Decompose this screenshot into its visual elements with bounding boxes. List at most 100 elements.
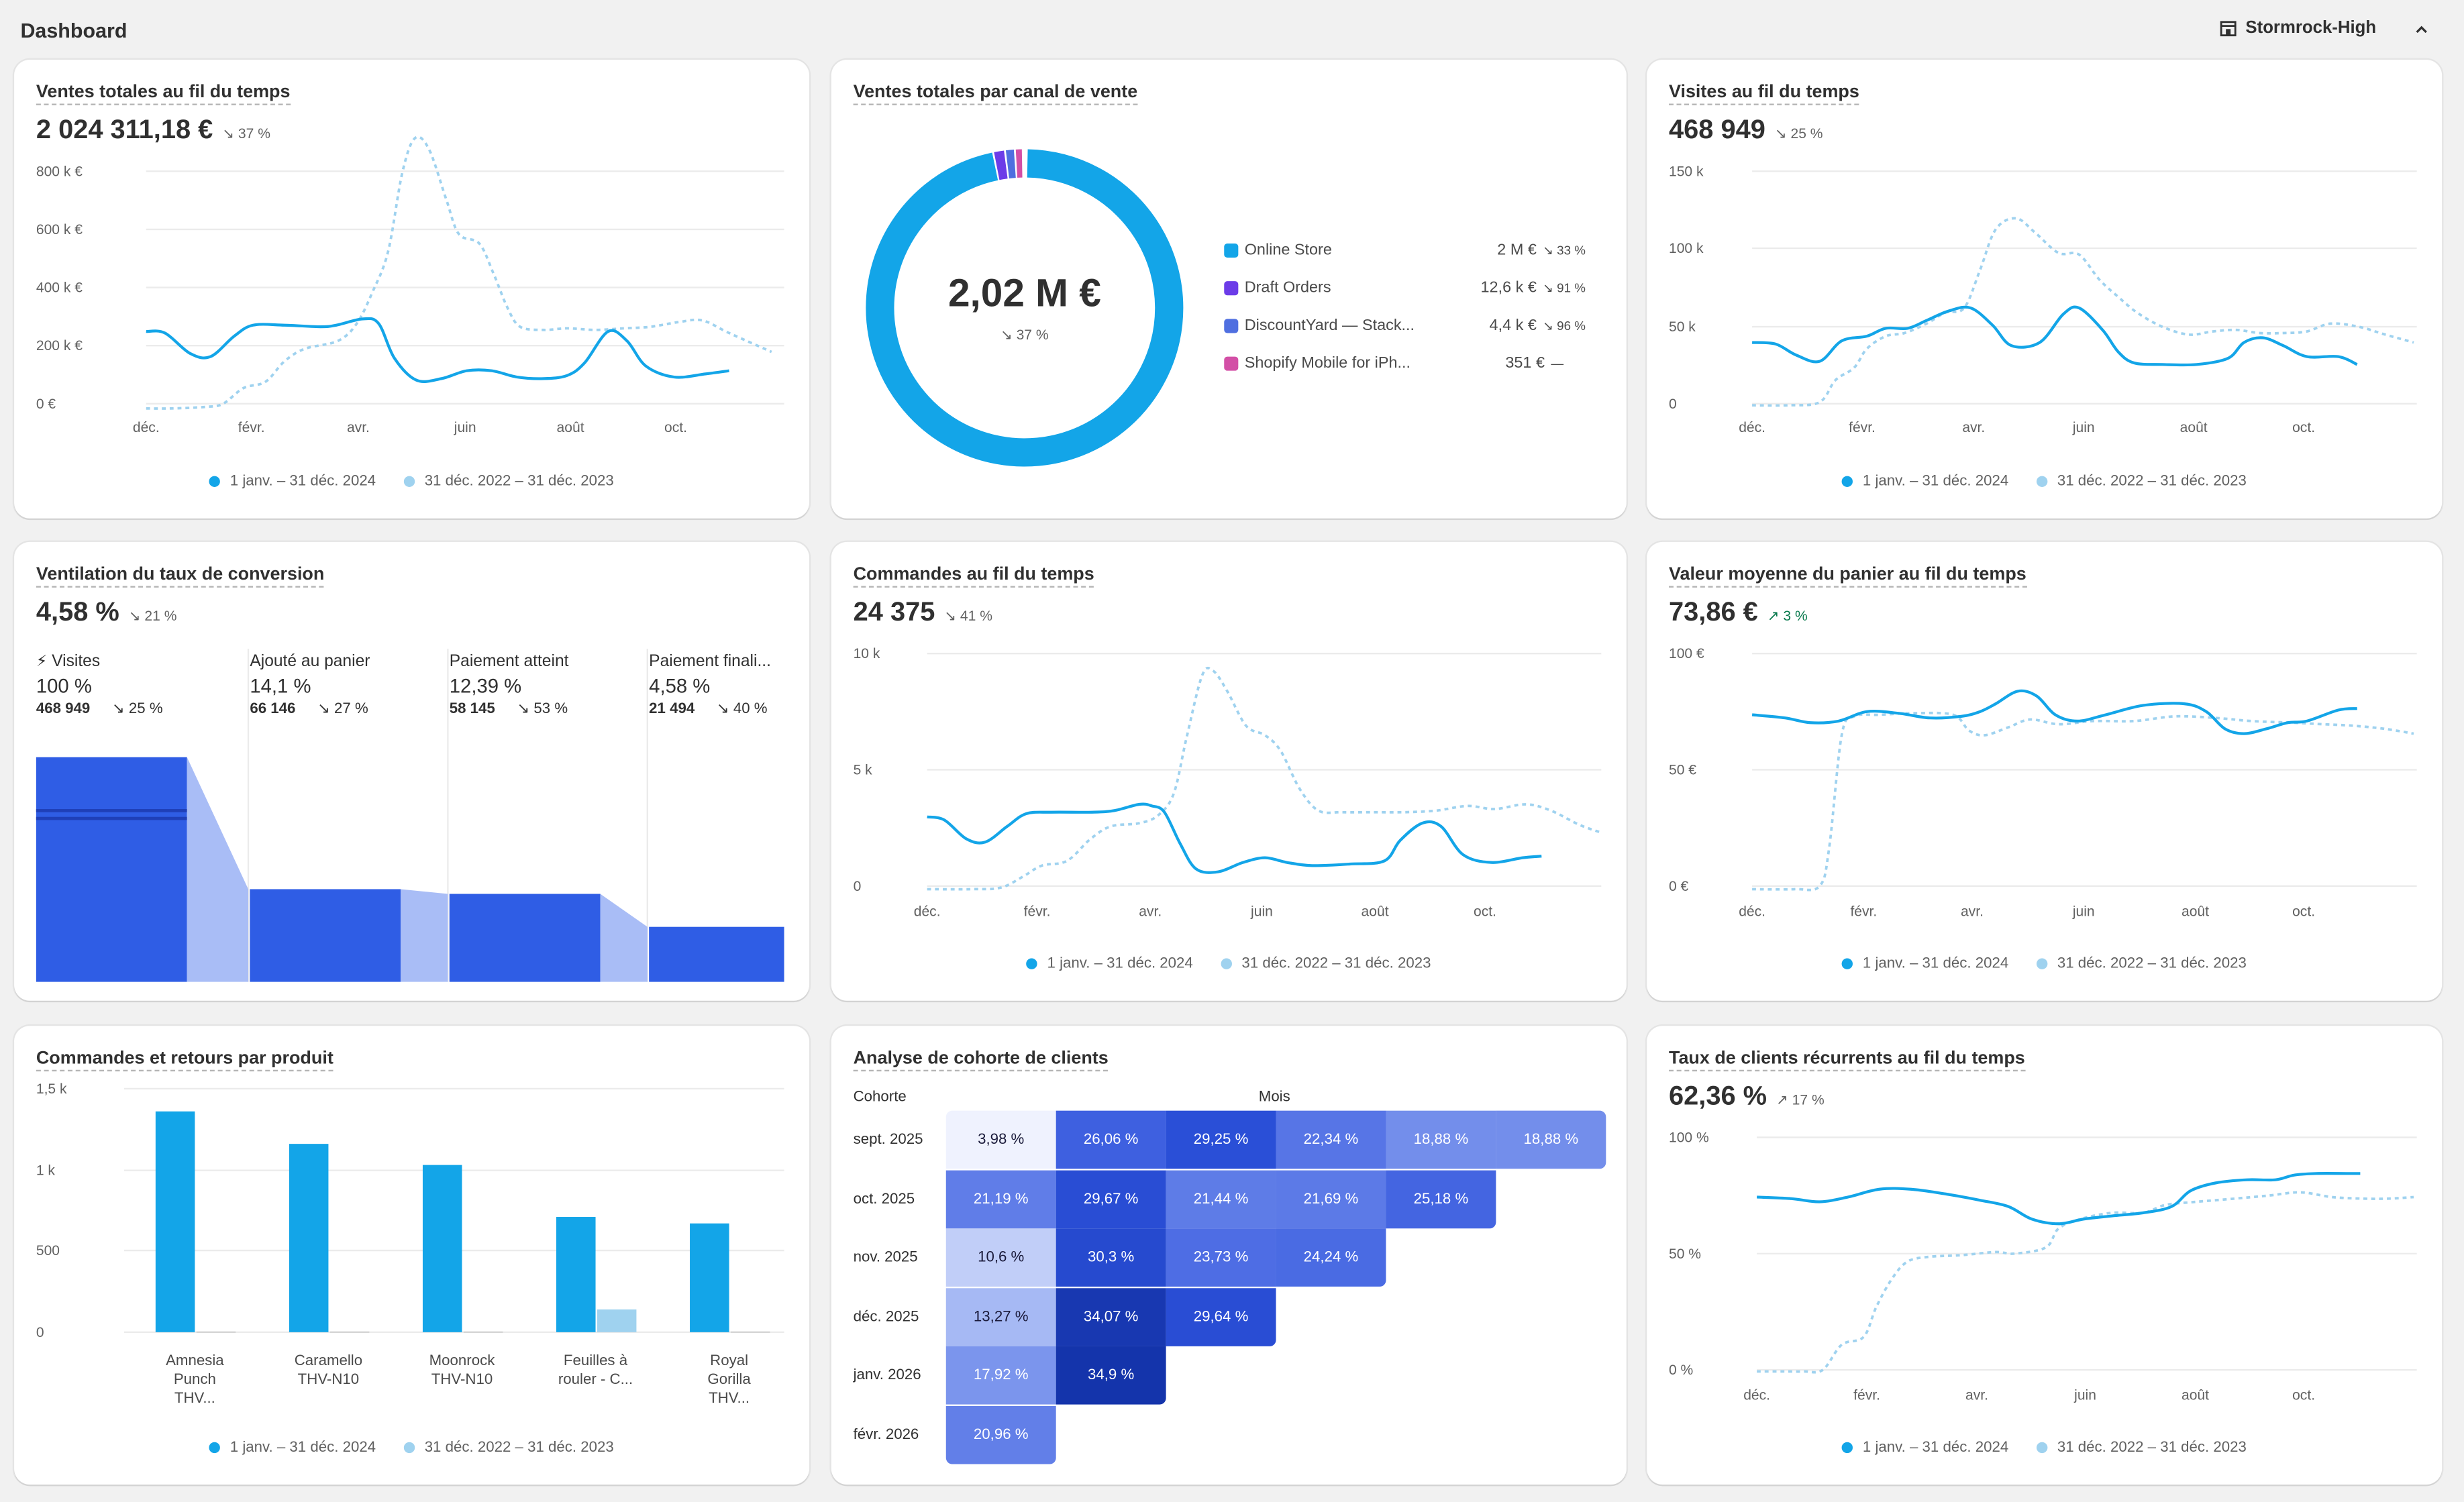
x-axis-tick-label: avr. xyxy=(1962,420,1985,435)
channel-name: DiscountYard — Stack... xyxy=(1245,317,1433,335)
cohort-cell[interactable]: 29,64 % xyxy=(1166,1288,1276,1346)
funnel-step-change: ↘ 53 % xyxy=(517,700,568,718)
funnel-step-change: ↘ 27 % xyxy=(317,700,368,718)
cohort-cell[interactable]: 18,88 % xyxy=(1386,1111,1496,1169)
orders-bar xyxy=(156,1112,195,1332)
legend-current[interactable]: 1 janv. – 31 déc. 2024 xyxy=(1842,1439,2008,1456)
total-sales-line-chart[interactable]: 800 k €600 k €400 k €200 k €0 €déc.févr.… xyxy=(14,60,809,519)
returning-customers-card: Taux de clients récurrents au fil du tem… xyxy=(1647,1026,2442,1485)
legend-dot xyxy=(1027,958,1037,969)
chart-legend: 1 janv. – 31 déc. 2024 31 déc. 2022 – 31… xyxy=(1647,473,2442,490)
legend-dot xyxy=(2037,476,2047,487)
cohort-cell[interactable]: 17,92 % xyxy=(946,1347,1056,1405)
current-period-line xyxy=(1757,1173,2360,1224)
cohort-cell[interactable]: 10,6 % xyxy=(946,1229,1056,1287)
funnel-step-count: 21 494 xyxy=(649,700,695,718)
channel-sales-card: Ventes totales par canal de vente 2,02 M… xyxy=(831,60,1627,519)
legend-label: 31 déc. 2022 – 31 déc. 2023 xyxy=(2057,1439,2247,1456)
cohort-cell[interactable]: 25,18 % xyxy=(1386,1170,1496,1228)
funnel-dropoff xyxy=(187,757,248,982)
legend-label: 1 janv. – 31 déc. 2024 xyxy=(1863,473,2008,490)
channel-row-discountyard[interactable]: DiscountYard — Stack...4,4 k €↘ 96 % xyxy=(1224,317,1586,335)
channel-row-shopify-mobile[interactable]: Shopify Mobile for iPh...351 €— xyxy=(1224,355,1586,372)
y-axis-tick-label: 100 % xyxy=(1669,1130,1709,1145)
legend-previous[interactable]: 31 déc. 2022 – 31 déc. 2023 xyxy=(2037,473,2246,490)
cohort-cell[interactable]: 21,44 % xyxy=(1166,1170,1276,1228)
page-title: Dashboard xyxy=(20,19,127,42)
cohort-cell[interactable]: 23,73 % xyxy=(1166,1229,1276,1287)
cohort-cell[interactable]: 29,67 % xyxy=(1056,1170,1166,1228)
legend-previous[interactable]: 31 déc. 2022 – 31 déc. 2023 xyxy=(404,473,613,490)
x-axis-tick-label: déc. xyxy=(1739,904,1765,919)
legend-label: 31 déc. 2022 – 31 déc. 2023 xyxy=(425,1439,614,1456)
collapse-button[interactable] xyxy=(2404,13,2439,48)
y-axis-tick-label: 0 xyxy=(1669,396,1677,412)
funnel-step-count: 58 145 xyxy=(450,700,495,718)
x-axis-tick-label: févr. xyxy=(238,420,265,435)
legend-current[interactable]: 1 janv. – 31 déc. 2024 xyxy=(1842,955,2008,973)
donut-center-change: ↘ 37 % xyxy=(852,327,1197,344)
x-axis-tick-label: avr. xyxy=(1961,904,1984,919)
legend-previous[interactable]: 31 déc. 2022 – 31 déc. 2023 xyxy=(2037,955,2246,973)
cohort-cell[interactable]: 21,19 % xyxy=(946,1170,1056,1228)
legend-label: 31 déc. 2022 – 31 déc. 2023 xyxy=(2057,473,2247,490)
legend-label: 1 janv. – 31 déc. 2024 xyxy=(1047,955,1193,973)
conversion-funnel-chart[interactable] xyxy=(14,542,809,1001)
cohort-column-header: Cohorte xyxy=(854,1089,907,1106)
legend-current[interactable]: 1 janv. – 31 déc. 2024 xyxy=(1842,473,2008,490)
x-axis-tick-label: avr. xyxy=(347,420,370,435)
legend-previous[interactable]: 31 déc. 2022 – 31 déc. 2023 xyxy=(404,1439,613,1456)
legend-previous[interactable]: 31 déc. 2022 – 31 déc. 2023 xyxy=(2037,1439,2246,1456)
legend-current[interactable]: 1 janv. – 31 déc. 2024 xyxy=(209,1439,376,1456)
chart-legend: 1 janv. – 31 déc. 2024 31 déc. 2022 – 31… xyxy=(1647,955,2442,973)
cohort-cell[interactable]: 21,69 % xyxy=(1276,1170,1386,1228)
card-title[interactable]: Analyse de cohorte de clients xyxy=(854,1049,1109,1071)
funnel-step-label: Ajouté au panier xyxy=(250,652,370,671)
legend-dot xyxy=(404,1442,415,1453)
cohort-cell[interactable]: 34,9 % xyxy=(1056,1347,1166,1405)
channel-change: ↘ 91 % xyxy=(1543,281,1586,295)
x-axis-tick-label: oct. xyxy=(2292,904,2315,919)
cohort-cell[interactable]: 3,98 % xyxy=(946,1111,1056,1169)
y-axis-tick-label: 100 € xyxy=(1669,646,1704,661)
y-axis-tick-label: 800 k € xyxy=(36,164,83,179)
store-selector-button[interactable]: Stormrock-High xyxy=(2206,9,2389,47)
x-axis-tick-label: août xyxy=(2181,1388,2209,1403)
cohort-cell[interactable]: 20,96 % xyxy=(946,1406,1056,1464)
chart-legend: 1 janv. – 31 déc. 2024 31 déc. 2022 – 31… xyxy=(14,473,809,490)
funnel-step-percent: 100 % xyxy=(36,676,163,698)
x-axis-tick-label: févr. xyxy=(1850,904,1877,919)
cohort-cell[interactable]: 22,34 % xyxy=(1276,1111,1386,1169)
y-axis-tick-label: 5 k xyxy=(854,763,873,778)
card-title[interactable]: Ventes totales par canal de vente xyxy=(854,83,1138,105)
legend-dot xyxy=(1842,1442,1853,1453)
legend-current[interactable]: 1 janv. – 31 déc. 2024 xyxy=(1027,955,1193,973)
chart-legend: 1 janv. – 31 déc. 2024 31 déc. 2022 – 31… xyxy=(831,955,1627,973)
store-icon xyxy=(2219,19,2238,38)
cohort-cell[interactable]: 13,27 % xyxy=(946,1288,1056,1346)
legend-current[interactable]: 1 janv. – 31 déc. 2024 xyxy=(209,473,376,490)
chevron-up-icon xyxy=(2414,22,2429,38)
cohort-cell[interactable]: 34,07 % xyxy=(1056,1288,1166,1346)
cohort-cell[interactable]: 18,88 % xyxy=(1496,1111,1606,1169)
cohort-cell[interactable]: 29,25 % xyxy=(1166,1111,1276,1169)
top-bar: Dashboard Stormrock-High xyxy=(0,0,2464,60)
legend-previous[interactable]: 31 déc. 2022 – 31 déc. 2023 xyxy=(1221,955,1431,973)
y-axis-tick-label: 1 k xyxy=(36,1163,56,1179)
cohort-cell[interactable]: 26,06 % xyxy=(1056,1111,1166,1169)
legend-dot xyxy=(1221,958,1232,969)
cohort-cell[interactable]: 24,24 % xyxy=(1276,1229,1386,1287)
cohort-cell[interactable]: 30,3 % xyxy=(1056,1229,1166,1287)
funnel-step-percent: 12,39 % xyxy=(450,676,569,698)
y-axis-tick-label: 0 € xyxy=(1669,879,1689,894)
